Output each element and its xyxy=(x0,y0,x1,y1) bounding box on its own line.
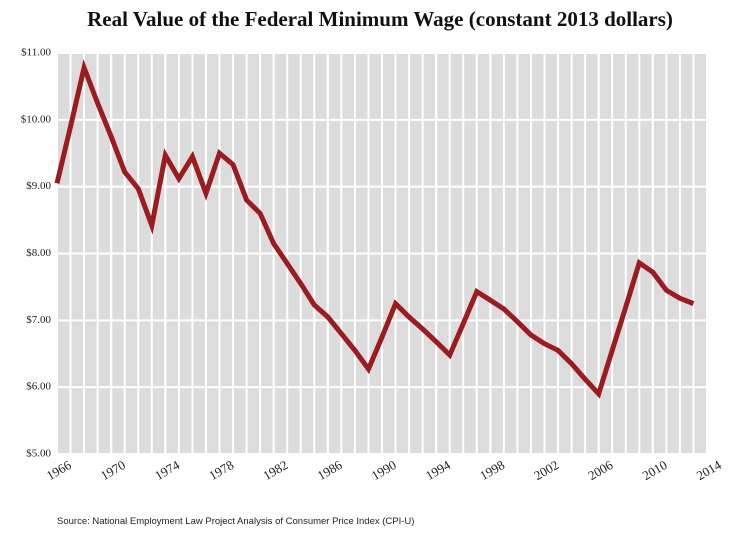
x-tick-label: 2002 xyxy=(531,457,561,483)
data-line xyxy=(54,59,695,399)
x-tick-label: 2006 xyxy=(585,457,615,483)
x-tick-label: 2014 xyxy=(694,457,724,483)
y-tick-label: $10.00 xyxy=(21,113,52,125)
x-tick-label: 1974 xyxy=(152,457,182,483)
x-tick-label: 1994 xyxy=(423,457,453,483)
chart-title: Real Value of the Federal Minimum Wage (… xyxy=(87,7,673,31)
y-tick-label: $9.00 xyxy=(26,180,51,192)
x-tick-label: 1970 xyxy=(98,457,128,483)
x-tick-label: 1966 xyxy=(44,457,74,483)
x-tick-label: 1998 xyxy=(477,457,507,483)
x-tick-label: 1990 xyxy=(369,457,399,483)
x-tick-label: 1982 xyxy=(260,457,290,483)
y-tick-label: $8.00 xyxy=(26,247,51,259)
y-tick-label: $5.00 xyxy=(26,448,51,460)
y-tick-label: $7.00 xyxy=(26,314,51,326)
source-note: Source: National Employment Law Project … xyxy=(57,516,414,527)
x-tick-label: 1978 xyxy=(206,457,236,483)
x-tick-label: 2010 xyxy=(640,457,670,483)
y-tick-label: $11.00 xyxy=(21,47,51,59)
x-tick-label: 1986 xyxy=(315,457,345,483)
y-tick-label: $6.00 xyxy=(26,381,51,393)
